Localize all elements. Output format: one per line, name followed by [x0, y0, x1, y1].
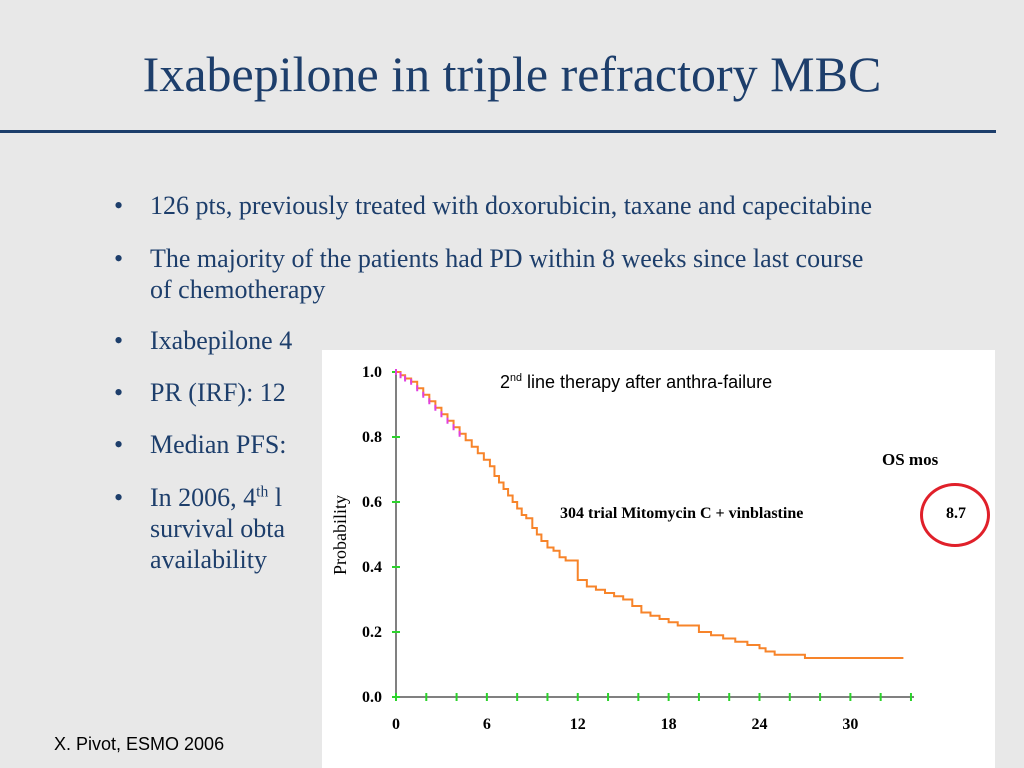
bullet-dot: •	[114, 244, 124, 273]
bullet-text: l	[268, 483, 283, 512]
bullet-superscript: th	[256, 483, 269, 501]
chart-axes	[395, 372, 914, 698]
citation-footer: X. Pivot, ESMO 2006	[54, 734, 225, 754]
x-tick-label: 6	[483, 716, 491, 733]
survival-chart: 0.0 0.2 0.4 0.6 0.8 1.0 0 6 12 18 24 30 Probability	[330, 364, 914, 733]
chart-curve	[395, 369, 904, 659]
bullet-dot: •	[114, 378, 124, 407]
bullet-text: Median PFS:	[150, 430, 287, 459]
chart-subtitle-base: 2	[500, 372, 511, 392]
bullet-item: • Ixabepilone 4	[108, 325, 888, 356]
survival-chart-panel: 0.0 0.2 0.4 0.6 0.8 1.0 0 6 12 18 24 30 Probability…	[322, 350, 995, 768]
chart-subtitle: 2nd line therapy after anthra-failure	[500, 372, 772, 393]
bullet-item: • The majority of the patients had PD wi…	[108, 243, 888, 305]
y-tick-label: 1.0	[362, 364, 382, 381]
bullet-dot: •	[114, 326, 124, 355]
bullet-item: • Median PFS:	[108, 429, 888, 460]
title-divider	[0, 130, 996, 133]
bullet-item: • In 2006, 4th l survival obta availabil…	[108, 482, 888, 575]
bullet-dot: •	[114, 430, 124, 459]
y-tick-label: 0.2	[362, 624, 382, 641]
chart-subtitle-sup: nd	[510, 372, 523, 384]
bullet-text: The majority of the patients had PD with…	[150, 244, 864, 304]
bullet-list: • 126 pts, previously treated with doxor…	[108, 190, 888, 597]
bullet-dot: •	[114, 191, 124, 220]
x-tick-label: 0	[392, 716, 400, 733]
chart-ticks: 0.0 0.2 0.4 0.6 0.8 1.0 0 6 12 18 24 30	[362, 364, 912, 733]
y-tick-label: 0.8	[362, 429, 382, 446]
bullet-text: In 2006, 4	[150, 483, 257, 512]
y-axis-label: Probability	[330, 495, 350, 575]
chart-subtitle-rest: line therapy after anthra-failure	[522, 372, 773, 392]
bullet-item: • PR (IRF): 12	[108, 377, 888, 408]
x-tick-label: 12	[570, 716, 586, 733]
y-tick-label: 0.6	[362, 494, 382, 511]
bullet-item: • 126 pts, previously treated with doxor…	[108, 190, 888, 221]
x-tick-label: 30	[842, 716, 858, 733]
y-tick-label: 0.0	[362, 689, 382, 706]
bullet-text: Ixabepilone 4	[150, 326, 293, 355]
km-survival-line	[396, 371, 904, 659]
x-tick-label: 24	[752, 716, 768, 733]
bullet-text: PR (IRF): 12	[150, 378, 286, 407]
slide-title: Ixabepilone in triple refractory MBC	[142, 46, 882, 102]
bullet-text: 126 pts, previously treated with doxorub…	[150, 191, 872, 220]
bullet-dot: •	[114, 483, 124, 512]
os-header: OS mos	[882, 450, 939, 469]
bullet-text: survival obta	[150, 514, 286, 543]
x-tick-label: 18	[661, 716, 677, 733]
trial-label: 304 trial Mitomycin C + vinblastine	[560, 505, 804, 522]
bullet-text: availability	[150, 545, 267, 574]
highlight-circle	[920, 483, 990, 547]
y-tick-label: 0.4	[362, 559, 382, 576]
